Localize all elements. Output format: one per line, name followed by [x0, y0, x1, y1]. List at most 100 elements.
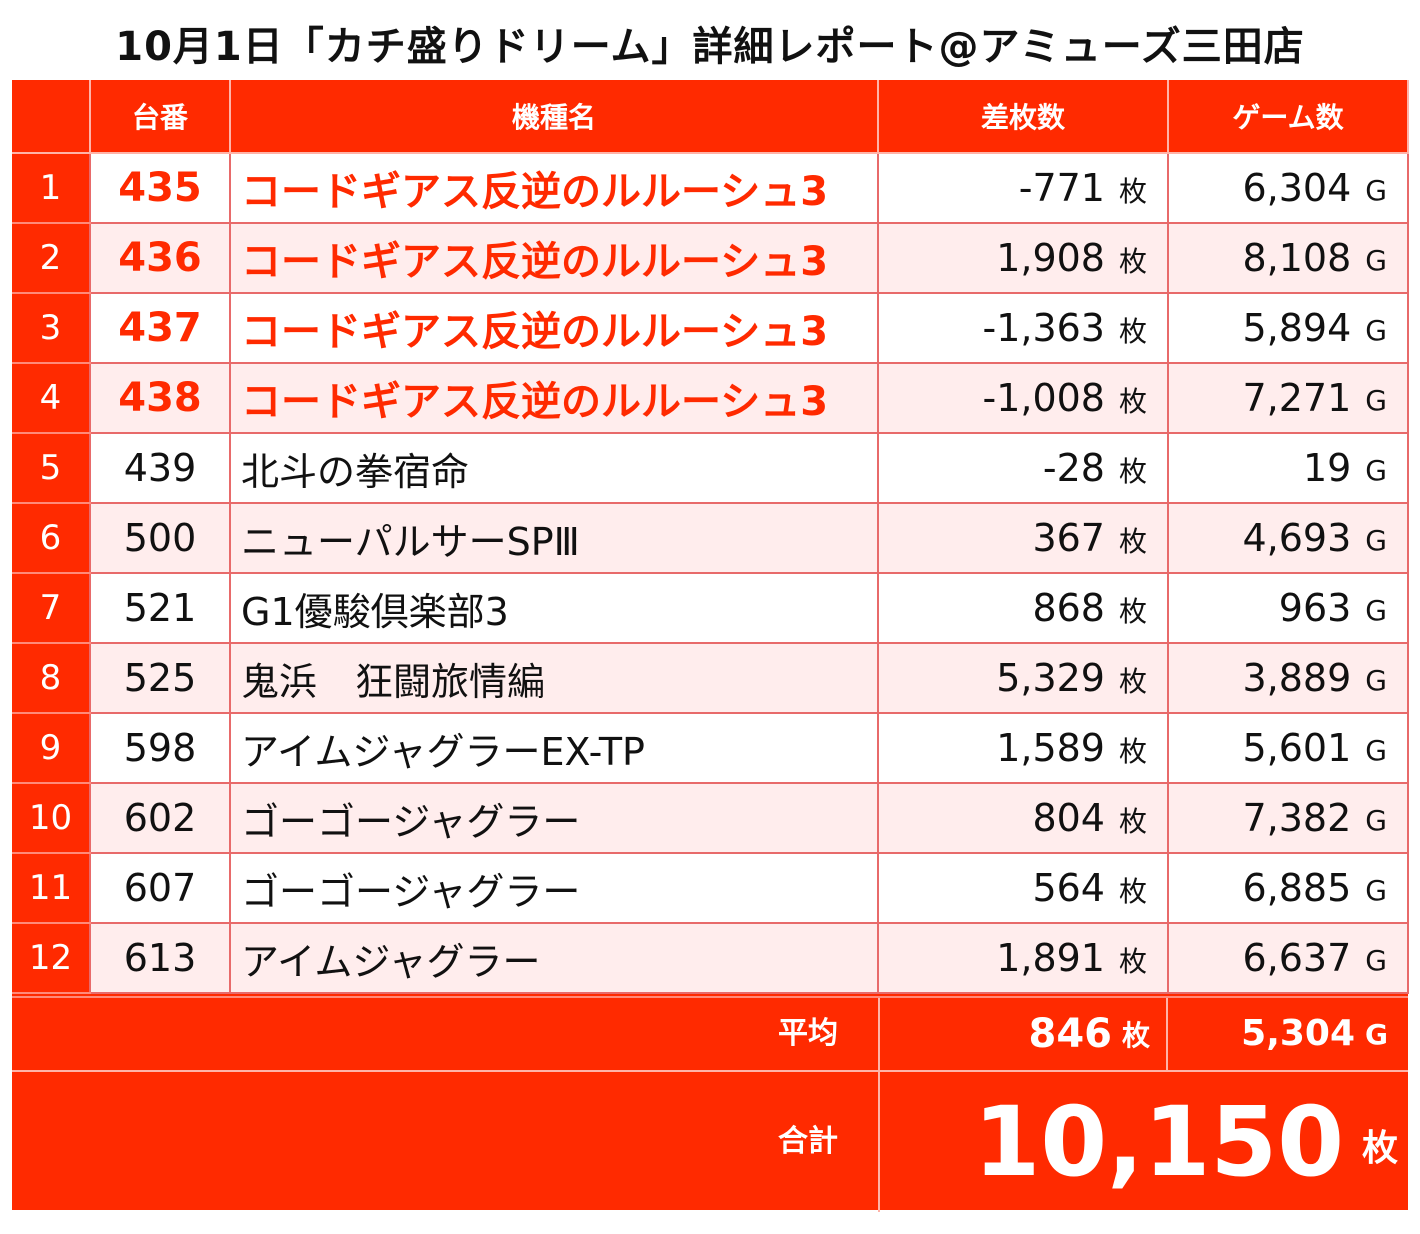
- row-diff: 868 枚: [877, 572, 1169, 644]
- row-number: 438: [89, 362, 231, 434]
- table-row: 3 437 コードギアス反逆のルルーシュ3 -1,363 枚 5,894 G: [12, 292, 1409, 364]
- average-row: 平均 846 枚 5,304 G: [12, 996, 1408, 1070]
- header-rank: [12, 80, 91, 154]
- header-row: 台番 機種名 差枚数 ゲーム数: [12, 80, 1409, 154]
- row-rank: 3: [12, 292, 91, 364]
- table-row: 2 436 コードギアス反逆のルルーシュ3 1,908 枚 8,108 G: [12, 222, 1409, 294]
- row-rank: 7: [12, 572, 91, 644]
- row-number: 439: [89, 432, 231, 504]
- row-games-value: 3,889: [1242, 656, 1352, 700]
- row-diff-unit: 枚: [1118, 805, 1147, 839]
- average-games-unit: G: [1365, 1018, 1388, 1051]
- row-rank: 8: [12, 642, 91, 714]
- row-diff: 1,908 枚: [877, 222, 1169, 294]
- header-model: 機種名: [229, 80, 879, 154]
- table-row: 9 598 アイムジャグラーEX-TP 1,589 枚 5,601 G: [12, 712, 1409, 784]
- row-games: 6,304 G: [1167, 152, 1409, 224]
- row-diff: 564 枚: [877, 852, 1169, 924]
- table-row: 12 613 アイムジャグラー 1,891 枚 6,637 G: [12, 922, 1409, 994]
- table-row: 11 607 ゴーゴージャグラー 564 枚 6,885 G: [12, 852, 1409, 924]
- row-diff-unit: 枚: [1118, 245, 1147, 279]
- row-rank: 4: [12, 362, 91, 434]
- row-diff-unit: 枚: [1118, 315, 1147, 349]
- row-diff-unit: 枚: [1118, 875, 1147, 909]
- average-games-value: 5,304: [1241, 1013, 1356, 1054]
- row-model: アイムジャグラー: [229, 922, 879, 994]
- average-diff-value: 846: [1028, 1011, 1112, 1057]
- table-row: 7 521 G1優駿倶楽部3 868 枚 963 G: [12, 572, 1409, 644]
- row-rank: 12: [12, 922, 91, 994]
- row-diff-unit: 枚: [1118, 735, 1147, 769]
- row-rank: 2: [12, 222, 91, 294]
- header-games: ゲーム数: [1167, 80, 1409, 154]
- table-row: 5 439 北斗の拳宿命 -28 枚 19 G: [12, 432, 1409, 504]
- row-games-value: 6,304: [1242, 166, 1352, 210]
- average-label: 平均: [778, 1016, 838, 1051]
- row-model: コードギアス反逆のルルーシュ3: [229, 152, 879, 224]
- row-diff: 1,589 枚: [877, 712, 1169, 784]
- total-row: 合計 10,150 枚: [12, 1070, 1408, 1212]
- row-diff-value: 367: [1032, 515, 1105, 560]
- row-games-value: 5,601: [1242, 726, 1352, 770]
- row-model: ゴーゴージャグラー: [229, 782, 879, 854]
- row-diff-value: 1,891: [996, 935, 1105, 980]
- row-diff-unit: 枚: [1118, 945, 1147, 979]
- row-games-unit: G: [1365, 524, 1387, 557]
- row-diff-value: 1,589: [996, 725, 1105, 770]
- row-games-value: 4,693: [1242, 516, 1352, 560]
- page-title: 10月1日「カチ盛りドリーム」詳細レポート@アミューズ三田店: [115, 24, 1305, 70]
- row-number: 598: [89, 712, 231, 784]
- row-diff: -1,363 枚: [877, 292, 1169, 364]
- row-number: 500: [89, 502, 231, 574]
- row-diff-unit: 枚: [1118, 385, 1147, 419]
- row-games-value: 7,382: [1242, 796, 1352, 840]
- row-diff-unit: 枚: [1118, 595, 1147, 629]
- row-diff-value: 1,908: [996, 235, 1105, 280]
- row-model: コードギアス反逆のルルーシュ3: [229, 362, 879, 434]
- row-diff: -1,008 枚: [877, 362, 1169, 434]
- row-games: 5,894 G: [1167, 292, 1409, 364]
- row-games-unit: G: [1365, 244, 1387, 277]
- row-diff: 804 枚: [877, 782, 1169, 854]
- row-diff-value: -1,363: [982, 305, 1105, 350]
- table-row: 10 602 ゴーゴージャグラー 804 枚 7,382 G: [12, 782, 1409, 854]
- row-games-value: 6,885: [1242, 866, 1352, 910]
- row-model: 鬼浜 狂闘旅情編: [229, 642, 879, 714]
- row-number: 436: [89, 222, 231, 294]
- row-diff-unit: 枚: [1118, 665, 1147, 699]
- average-diff: 846 枚: [878, 998, 1168, 1070]
- header-diff: 差枚数: [877, 80, 1169, 154]
- row-model: ニューパルサーSPⅢ: [229, 502, 879, 574]
- row-number: 437: [89, 292, 231, 364]
- row-diff-value: -28: [1042, 445, 1105, 490]
- data-table: 台番 機種名 差枚数 ゲーム数 1 435 コードギアス反逆のルルーシュ3 -771 枚…: [12, 80, 1409, 994]
- row-games-value: 8,108: [1242, 236, 1352, 280]
- row-diff: 5,329 枚: [877, 642, 1169, 714]
- row-number: 435: [89, 152, 231, 224]
- row-diff-value: 804: [1032, 795, 1105, 840]
- row-diff-value: 868: [1032, 585, 1105, 630]
- row-number: 602: [89, 782, 231, 854]
- row-games-unit: G: [1365, 664, 1387, 697]
- row-diff-unit: 枚: [1118, 455, 1147, 489]
- average-diff-unit: 枚: [1121, 1019, 1150, 1052]
- row-games: 6,885 G: [1167, 852, 1409, 924]
- table-row: 8 525 鬼浜 狂闘旅情編 5,329 枚 3,889 G: [12, 642, 1409, 714]
- row-diff-value: 564: [1032, 865, 1105, 910]
- header-number: 台番: [89, 80, 231, 154]
- row-rank: 11: [12, 852, 91, 924]
- row-diff-unit: 枚: [1118, 175, 1147, 209]
- row-games: 7,382 G: [1167, 782, 1409, 854]
- row-games-value: 6,637: [1242, 936, 1352, 980]
- row-games: 8,108 G: [1167, 222, 1409, 294]
- row-rank: 1: [12, 152, 91, 224]
- row-games: 5,601 G: [1167, 712, 1409, 784]
- row-games-unit: G: [1365, 384, 1387, 417]
- total-diff-value: 10,150: [973, 1086, 1344, 1198]
- row-games-unit: G: [1365, 804, 1387, 837]
- row-number: 613: [89, 922, 231, 994]
- table-row: 1 435 コードギアス反逆のルルーシュ3 -771 枚 6,304 G: [12, 152, 1409, 224]
- row-diff: -28 枚: [877, 432, 1169, 504]
- row-games: 963 G: [1167, 572, 1409, 644]
- row-number: 521: [89, 572, 231, 644]
